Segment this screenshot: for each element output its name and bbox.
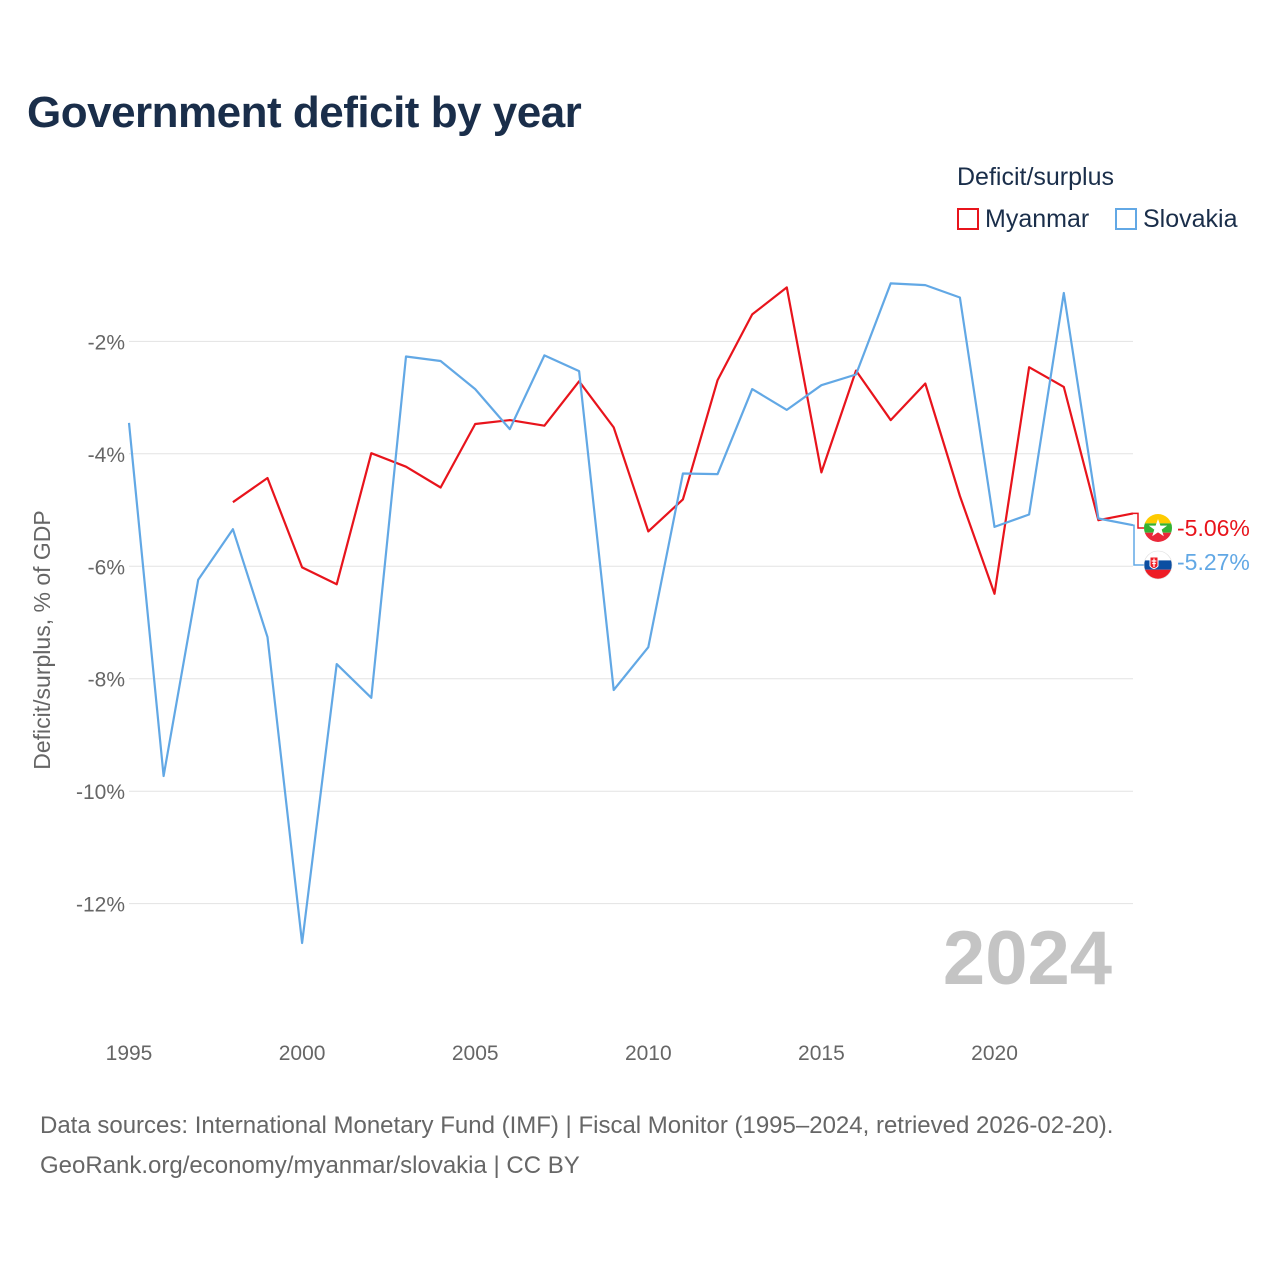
- y-tick-label: -8%: [88, 669, 125, 692]
- y-tick-label: -10%: [76, 781, 125, 804]
- x-axis-ticks: 1995 2000 2005 2010 2015 2020: [106, 1042, 1018, 1065]
- y-tick-label: -6%: [88, 556, 125, 579]
- data-source-note: Data sources: International Monetary Fun…: [40, 1112, 1114, 1139]
- line-chart: -2% -4% -6% -8% -10% -12% 1995 2000 2005 2010 201…: [29, 282, 1250, 1065]
- series-line-slovakia[interactable]: [127, 282, 1134, 945]
- myanmar-flag-icon: [1144, 514, 1172, 542]
- x-tick-label: 2015: [798, 1042, 845, 1065]
- y-tick-label: -2%: [88, 331, 125, 354]
- series-lines: [127, 282, 1134, 945]
- x-tick-label: 1995: [106, 1042, 153, 1065]
- slovakia-end-connector: [1133, 524, 1144, 566]
- legend-swatch-myanmar: [957, 208, 979, 230]
- y-tick-label: -12%: [76, 894, 125, 917]
- y-tick-label: -4%: [88, 444, 125, 467]
- legend-title: Deficit/surplus: [957, 163, 1114, 191]
- legend-item-myanmar[interactable]: Myanmar: [957, 204, 1089, 234]
- x-tick-label: 2000: [279, 1042, 326, 1065]
- legend-label-myanmar: Myanmar: [985, 204, 1090, 233]
- y-axis-label: Deficit/surplus, % of GDP: [29, 510, 55, 769]
- legend-swatch-slovakia: [1115, 208, 1137, 230]
- x-tick-label: 2010: [625, 1042, 672, 1065]
- legend-item-slovakia[interactable]: Slovakia: [1115, 204, 1238, 234]
- chart-title: Government deficit by year: [27, 88, 582, 137]
- myanmar-end-connector: [1133, 512, 1144, 529]
- slovakia-flag-icon: [1143, 550, 1173, 580]
- gridlines: [129, 340, 1133, 905]
- legend-label-slovakia: Slovakia: [1143, 204, 1238, 233]
- footer: Data sources: International Monetary Fun…: [40, 1106, 1113, 1186]
- series-line-myanmar[interactable]: [232, 286, 1134, 595]
- x-tick-label: 2005: [452, 1042, 499, 1065]
- slovakia-end-label: -5.27%: [1177, 549, 1250, 575]
- x-tick-label: 2020: [971, 1042, 1018, 1065]
- myanmar-end-label: -5.06%: [1177, 515, 1250, 541]
- y-axis-ticks: -2% -4% -6% -8% -10% -12%: [76, 331, 125, 916]
- year-stamp: 2024: [943, 916, 1112, 1001]
- attribution-link[interactable]: GeoRank.org/economy/myanmar/slovakia | C…: [40, 1152, 580, 1179]
